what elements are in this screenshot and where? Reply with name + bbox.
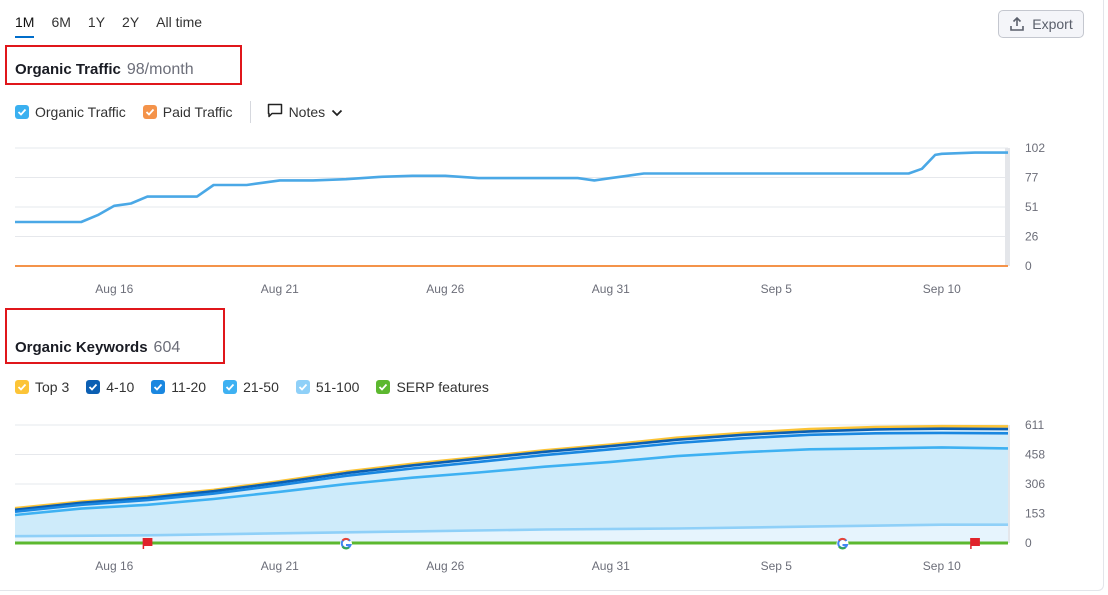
chart-edge-band — [1005, 148, 1010, 266]
checkbox-checked-icon[interactable] — [223, 380, 238, 394]
traffic-legend: Organic Traffic Paid Traffic Notes — [15, 101, 343, 123]
upload-icon — [1009, 16, 1025, 32]
series-line-top-3[interactable] — [14, 424, 1009, 510]
legend-label: Top 3 — [35, 379, 70, 395]
keywords-highlight-box — [5, 308, 225, 364]
x-tick-label: Aug 26 — [426, 559, 464, 573]
keywords-value: 604 — [153, 339, 181, 356]
legend-label: SERP features — [396, 379, 489, 395]
y-tick-label: 0 — [1025, 536, 1032, 550]
legend-organic-traffic[interactable]: Organic Traffic — [15, 104, 126, 120]
y-tick-label: 0 — [1025, 259, 1032, 273]
series-line-51-100[interactable] — [14, 523, 1008, 538]
legend-divider — [249, 101, 251, 123]
x-tick-label: Sep 10 — [923, 559, 961, 573]
keywords-legend: Top 3 4-10 11-20 21-50 51-100 SERP features — [15, 379, 506, 395]
tab-2y[interactable]: 2Y — [122, 14, 140, 30]
comment-icon — [267, 103, 283, 121]
y-tick-label: 77 — [1025, 171, 1039, 185]
notes-dropdown[interactable]: Notes — [267, 103, 344, 121]
traffic-title: Organic Traffic 98/month — [15, 61, 194, 79]
area-21-50 — [15, 447, 1008, 543]
checkbox-checked-icon[interactable] — [15, 380, 29, 394]
checkbox-checked-icon[interactable] — [295, 380, 310, 394]
notes-label: Notes — [288, 104, 326, 120]
x-tick-label: Aug 31 — [592, 282, 630, 296]
google-update-icon[interactable] — [340, 537, 352, 550]
legend-label: 11-20 — [171, 379, 207, 395]
x-tick-label: Aug 26 — [426, 282, 464, 296]
series-line-organic-traffic[interactable] — [15, 151, 1008, 224]
tab-all-time[interactable]: All time — [156, 14, 203, 30]
y-tick-label: 51 — [1025, 200, 1039, 214]
y-tick-label: 102 — [1025, 141, 1045, 155]
x-tick-label: Aug 16 — [95, 282, 133, 296]
legend-serp-features[interactable]: SERP features — [376, 379, 489, 395]
x-tick-label: Aug 16 — [95, 559, 133, 573]
checkbox-checked-icon[interactable] — [15, 105, 29, 119]
y-tick-label: 153 — [1025, 507, 1045, 521]
traffic-title-label: Organic Traffic — [15, 61, 121, 78]
flag-icon[interactable] — [970, 538, 980, 549]
legend-label: 4-10 — [106, 379, 135, 395]
y-tick-label: 306 — [1025, 477, 1045, 491]
y-tick-label: 26 — [1025, 230, 1039, 244]
export-button[interactable]: Export — [998, 10, 1084, 38]
x-tick-label: Sep 10 — [923, 282, 961, 296]
area-51-100 — [15, 524, 1008, 543]
organic-keywords-chart: 0 153 306 458 611 Aug 16 Aug 21 Aug 26 Aug 31 Sep… — [14, 418, 1045, 573]
x-tick-label: Aug 31 — [592, 559, 630, 573]
tab-1m[interactable]: 1M — [15, 14, 35, 38]
tab-6m[interactable]: 6M — [51, 14, 71, 30]
legend-label: 21-50 — [243, 379, 279, 395]
y-tick-label: 611 — [1025, 418, 1044, 432]
y-tick-label: 458 — [1025, 448, 1045, 462]
x-tick-label: Sep 5 — [761, 282, 793, 296]
legend-label: Organic Traffic — [35, 104, 126, 120]
legend-51-100[interactable]: 51-100 — [295, 379, 360, 395]
x-tick-label: Sep 5 — [761, 559, 793, 573]
legend-4-10[interactable]: 4-10 — [86, 379, 134, 395]
legend-top-3[interactable]: Top 3 — [15, 379, 69, 395]
checkbox-checked-icon[interactable] — [376, 380, 391, 394]
traffic-highlight-box — [5, 45, 242, 85]
legend-label: Paid Traffic — [162, 104, 233, 120]
checkbox-checked-icon[interactable] — [142, 105, 157, 119]
legend-21-50[interactable]: 21-50 — [223, 379, 279, 395]
checkbox-checked-icon[interactable] — [151, 380, 166, 394]
traffic-value: 98/month — [126, 61, 194, 78]
period-tabs: 1M 6M 1Y 2Y All time — [15, 14, 219, 38]
legend-paid-traffic[interactable]: Paid Traffic — [142, 104, 233, 120]
keywords-title-label: Organic Keywords — [15, 339, 148, 356]
organic-traffic-chart: 0 26 51 77 102 Aug 16 Aug 21 Aug 26 Aug 31 Sep 5 S… — [15, 141, 1045, 296]
chevron-down-icon — [331, 104, 343, 120]
checkbox-checked-icon[interactable] — [86, 380, 101, 394]
flag-icon[interactable] — [142, 538, 153, 549]
tab-1y[interactable]: 1Y — [87, 14, 106, 30]
google-update-icon[interactable] — [836, 537, 849, 550]
export-label: Export — [1032, 16, 1073, 32]
series-line-11-20[interactable] — [14, 431, 1009, 513]
series-line-21-50[interactable] — [14, 446, 1009, 517]
legend-label: 51-100 — [315, 379, 360, 395]
x-tick-label: Aug 21 — [261, 559, 299, 573]
legend-11-20[interactable]: 11-20 — [151, 379, 206, 395]
series-line-4-10[interactable] — [14, 427, 1009, 512]
x-tick-label: Aug 21 — [261, 282, 299, 296]
keywords-title: Organic Keywords 604 — [15, 339, 180, 357]
